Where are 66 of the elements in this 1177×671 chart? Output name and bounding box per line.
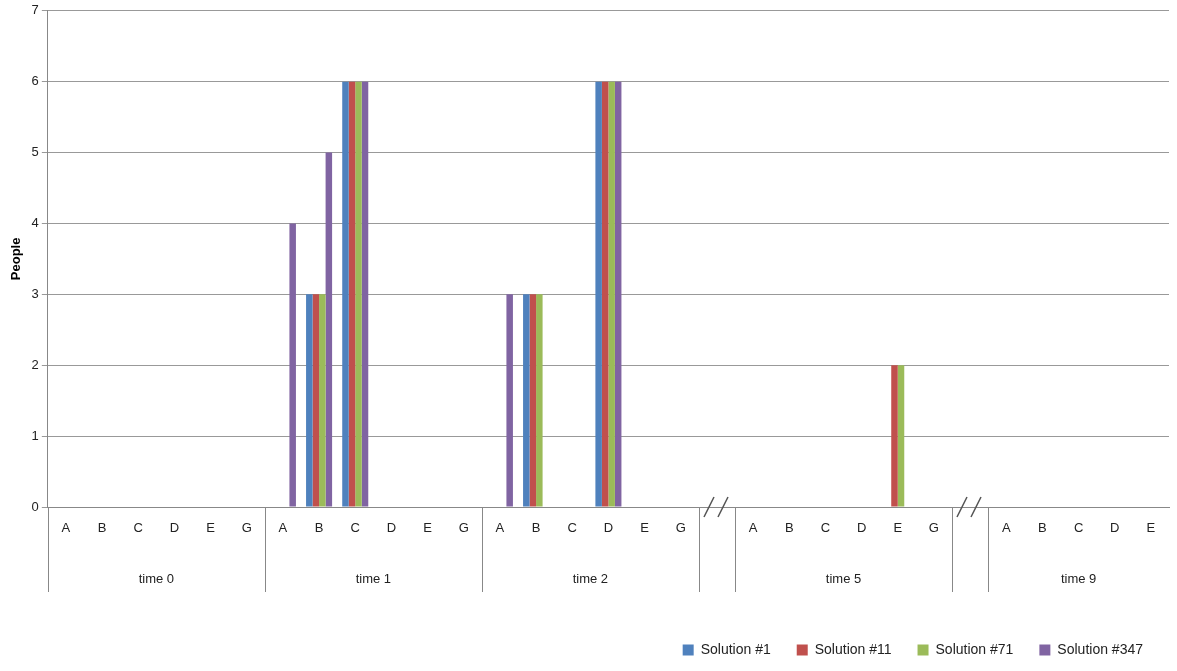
x-tick-label: B — [784, 520, 794, 536]
x-tick-label: C — [567, 520, 577, 536]
bar — [601, 81, 609, 507]
text: time 9 — [1060, 570, 1097, 586]
x-tick-label: C — [820, 520, 831, 536]
bar — [325, 152, 333, 507]
y-tick-label: 3 — [31, 285, 39, 301]
legend-label: Solution #1 — [700, 640, 771, 657]
x-tick-label: E — [893, 520, 903, 536]
bar — [595, 81, 602, 507]
x-tick-label: D — [856, 520, 867, 536]
legend-label: Solution #11 — [814, 640, 892, 657]
bar — [523, 294, 530, 507]
bar — [506, 294, 513, 507]
bar — [529, 294, 537, 507]
x-tick-label: A — [278, 520, 288, 536]
x-tick-label: A — [61, 520, 71, 536]
x-tick-label: G — [675, 520, 686, 536]
text: time 1 — [355, 570, 392, 586]
x-tick-label: G — [458, 520, 469, 536]
text: time 0 — [138, 570, 175, 586]
bar — [536, 294, 543, 507]
bar — [361, 81, 369, 507]
y-tick-label: 4 — [31, 215, 39, 231]
x-tick-label: C — [133, 520, 143, 536]
y-tick-label: 0 — [31, 498, 39, 514]
y-tick-label: 7 — [31, 2, 39, 18]
bar — [312, 294, 320, 507]
x-tick-label: E — [206, 520, 216, 536]
x-tick-label: B — [1038, 520, 1047, 536]
x-tick-label: A — [748, 520, 758, 536]
y-tick-label: 5 — [31, 144, 39, 160]
legend-label: Solution #347 — [1057, 640, 1144, 657]
bar — [348, 81, 356, 507]
text: time 2 — [572, 570, 609, 586]
x-tick-label: G — [928, 520, 939, 536]
x-tick-label: D — [386, 520, 397, 536]
x-tick-label: B — [314, 520, 324, 536]
x-tick-label: C — [350, 520, 360, 536]
y-tick-label: 6 — [31, 73, 39, 89]
x-tick-label: E — [640, 520, 650, 536]
bar — [355, 81, 362, 507]
x-tick-label: B — [531, 520, 541, 536]
bar — [897, 365, 905, 507]
x-tick-label: A — [1001, 520, 1011, 536]
bar — [306, 294, 313, 507]
bar — [608, 81, 615, 507]
bar — [891, 365, 898, 507]
x-tick-label: C — [1073, 520, 1084, 536]
x-tick-label: D — [1110, 520, 1120, 536]
x-tick-label: E — [423, 520, 433, 536]
bar — [289, 223, 296, 507]
bar — [614, 81, 622, 507]
text: time 5 — [825, 570, 862, 586]
legend-label: Solution #71 — [935, 640, 1014, 657]
y-tick-label: 2 — [31, 356, 39, 372]
x-tick-label: G — [241, 520, 252, 536]
bar — [342, 81, 349, 507]
x-tick-label: D — [603, 520, 614, 536]
bar — [319, 294, 326, 507]
y-tick-label: 1 — [31, 427, 39, 443]
y-axis-title: People — [8, 237, 24, 281]
x-tick-label: D — [169, 520, 180, 536]
x-tick-label: E — [1146, 520, 1156, 536]
x-tick-label: B — [97, 520, 107, 536]
x-tick-label: A — [495, 520, 505, 536]
